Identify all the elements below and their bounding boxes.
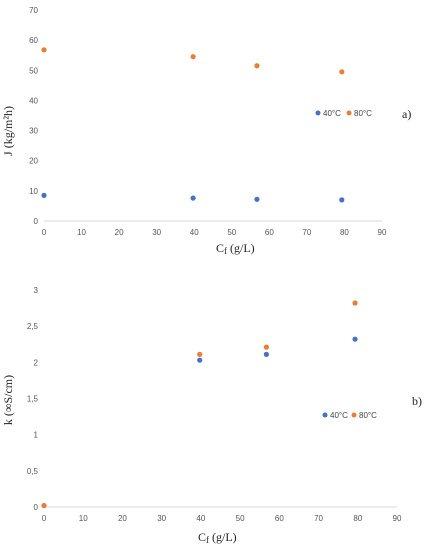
chart-a-point-40c: [339, 197, 345, 203]
chart-b-x-tick-label: 40: [196, 514, 205, 523]
chart-a-x-tick-label: 40: [190, 228, 199, 237]
chart-b-point-80c: [263, 344, 269, 350]
chart-a-y-tick-label: 20: [29, 157, 38, 166]
chart-b-y-tick-label: 2,5: [27, 322, 39, 331]
chart-a-x-tick-label: 50: [227, 228, 236, 237]
chart-b-legend-marker-40c: [322, 412, 328, 418]
chart-b-y-tick-label: 0: [34, 503, 39, 512]
chart-a-legend-label-40c: 40°C: [323, 109, 341, 118]
chart-a-x-tick-label: 90: [378, 228, 387, 237]
chart-b-panel-label: b): [412, 394, 422, 408]
chart-b-y-tick-label: 2: [34, 358, 39, 367]
chart-b-x-tick-label: 70: [314, 514, 323, 523]
chart-a-x-tick-label: 20: [115, 228, 124, 237]
chart-b-point-80c: [352, 300, 358, 306]
chart-a-y-tick-label: 70: [29, 6, 38, 15]
chart-b-x-axis-title: Cf (g/L): [198, 530, 237, 545]
chart-b: 0 10 20 30 40 50 60 70 80 90 0 0,5 1 1,5 2 2,5 3 40°C 8…: [1, 286, 422, 545]
chart-a-point-80c: [339, 69, 345, 75]
chart-b-x-tick-label: 80: [353, 514, 362, 523]
chart-b-point-80c: [41, 502, 47, 509]
chart-a-x-tick-label: 80: [340, 228, 349, 237]
chart-a-y-tick-label: 10: [29, 187, 38, 196]
chart-a-y-tick-label: 40: [29, 96, 38, 105]
chart-a: 0 10 20 30 40 50 60 70 80 90 0 10 20 30 40 50 60 70 40°C…: [1, 6, 411, 256]
chart-b-x-tick-label: 10: [79, 514, 88, 523]
chart-b-point-40c: [263, 351, 269, 357]
chart-a-panel-label: a): [402, 107, 411, 121]
chart-a-point-40c: [254, 196, 260, 202]
chart-b-y-tick-label: 1,5: [27, 395, 39, 404]
chart-b-y-tick-label: 3: [34, 286, 39, 295]
chart-b-y-tick-label: 1: [34, 431, 39, 440]
chart-b-y-tick-label: 0,5: [27, 467, 39, 476]
chart-a-y-tick-label: 60: [29, 36, 38, 45]
chart-b-legend-marker-80c: [351, 412, 357, 418]
chart-a-x-tick-label: 10: [77, 228, 86, 237]
chart-a-point-80c: [190, 54, 196, 60]
chart-a-x-axis-title: Cf (g/L): [216, 241, 255, 256]
chart-a-legend-marker-80c: [346, 110, 352, 116]
chart-b-y-axis-title: k (∞S/cm): [1, 375, 15, 425]
chart-b-x-tick-label: 50: [236, 514, 245, 523]
chart-b-x-tick-label: 90: [393, 514, 402, 523]
chart-a-y-tick-label: 30: [29, 127, 38, 136]
chart-a-x-tick-label: 30: [152, 228, 161, 237]
chart-b-point-80c: [197, 351, 203, 357]
chart-b-point-40c: [197, 357, 203, 363]
chart-a-x-tick-label: 0: [42, 228, 47, 237]
chart-a-x-tick-label: 60: [265, 228, 274, 237]
chart-a-x-tick-label: 70: [302, 228, 311, 237]
chart-b-legend-label-80c: 80°C: [359, 411, 377, 420]
chart-a-point-80c: [41, 47, 47, 53]
chart-b-x-tick-label: 30: [157, 514, 166, 523]
chart-a-point-40c: [41, 192, 47, 198]
chart-b-x-tick-label: 0: [42, 514, 47, 523]
chart-a-y-axis-title: J (kg/m²h): [1, 106, 15, 156]
chart-a-y-tick-label: 0: [34, 217, 39, 226]
chart-a-legend-label-80c: 80°C: [354, 109, 372, 118]
chart-b-x-tick-label: 20: [118, 514, 127, 523]
chart-a-y-tick-label: 50: [29, 66, 38, 75]
chart-b-point-40c: [352, 336, 358, 342]
chart-b-x-tick-label: 60: [275, 514, 284, 523]
chart-a-legend-marker-40c: [315, 110, 321, 116]
chart-a-point-80c: [254, 63, 260, 69]
chart-a-point-40c: [190, 195, 196, 201]
chart-b-legend-label-40c: 40°C: [330, 411, 348, 420]
